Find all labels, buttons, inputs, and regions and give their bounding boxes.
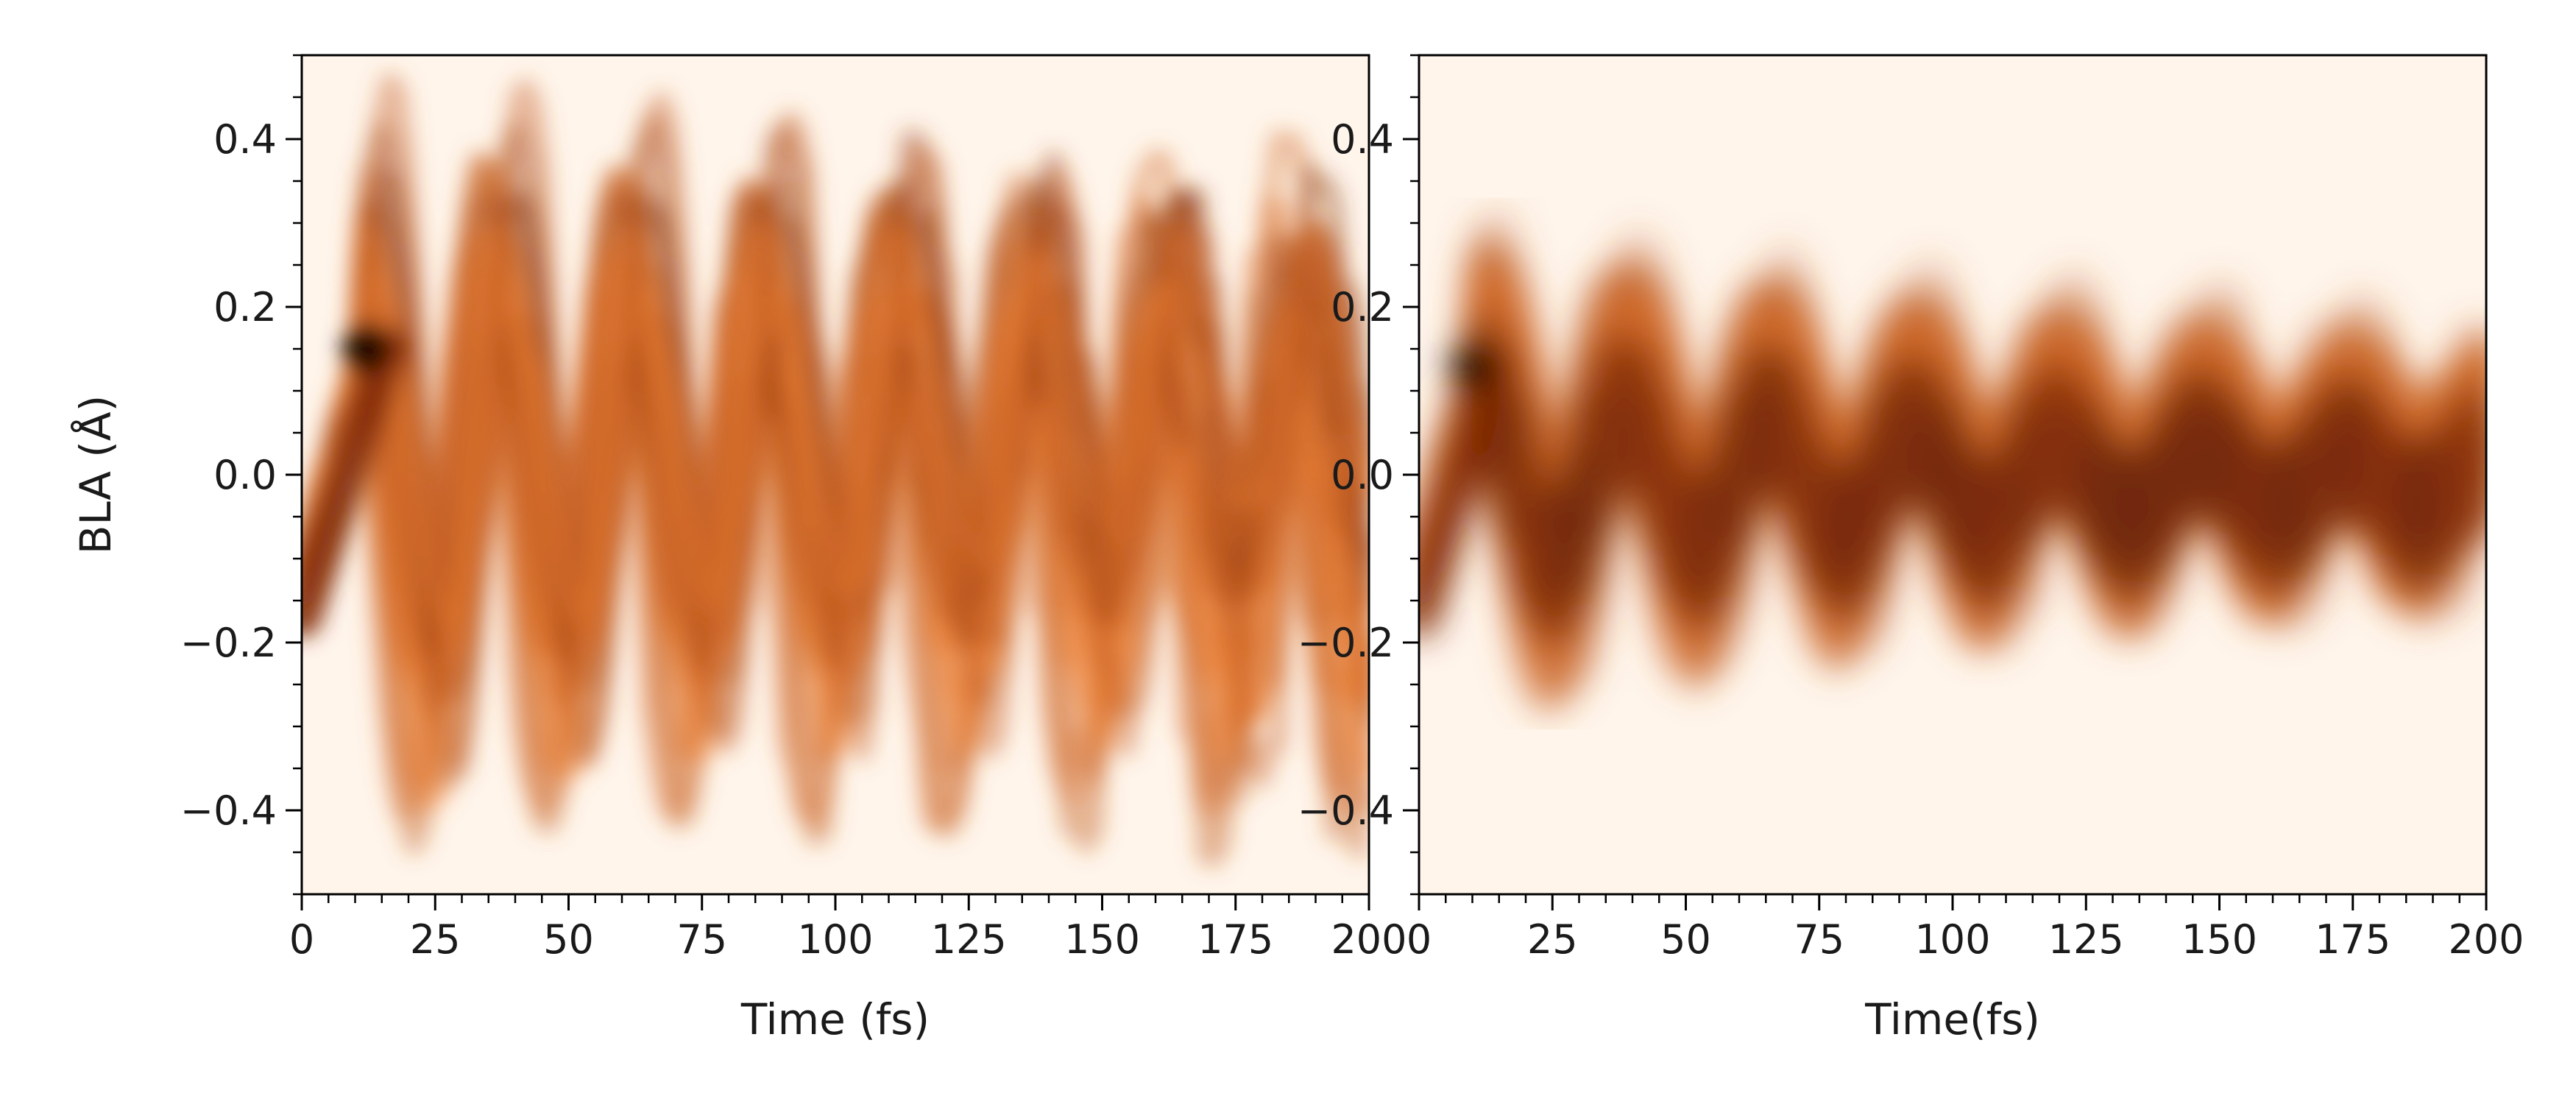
right-x-tick-label: 125 xyxy=(2048,916,2124,963)
right-x-tick-label: 0 xyxy=(1406,916,1432,963)
left-x-tick-label: 200 xyxy=(1331,916,1406,963)
left-x-tick-label: 125 xyxy=(931,916,1007,963)
left-x-tick-label: 0 xyxy=(289,916,314,963)
right-y-tick-label: 0.0 xyxy=(1331,452,1394,498)
left-y-tick-label: −0.2 xyxy=(180,620,277,666)
left-trajectory-band xyxy=(302,219,1369,813)
left-axes: 0 25 50 75 100 125 150 175 200 −0.4 −0.2 0.0 0.2 0.4 xyxy=(180,54,1407,963)
right-initial-ridge xyxy=(1419,345,1514,638)
left-density-peak xyxy=(341,324,391,374)
right-y-tick-label: −0.4 xyxy=(1298,788,1394,834)
right-x-tick-label: 50 xyxy=(1660,916,1711,963)
left-y-axis-label: BLA (Å) xyxy=(70,395,121,554)
right-x-tick-label: 25 xyxy=(1527,916,1578,963)
right-heatmap-panel: 0 25 50 75 100 125 150 175 200−0.4−0.20.00.20.4 … xyxy=(1298,54,2524,1044)
right-density-field xyxy=(1419,206,2486,719)
right-axes: 0 25 50 75 100 125 150 175 200 −0.4 −0.2 0.0 0.2 0.4 xyxy=(1298,54,2524,963)
right-x-tick-label: 175 xyxy=(2315,916,2391,963)
left-trajectory-band xyxy=(302,72,1369,788)
left-density-field xyxy=(302,72,1369,868)
right-y-tick-label: 0.2 xyxy=(1331,284,1394,330)
left-y-tick-label: −0.4 xyxy=(180,788,277,834)
right-x-tick-label: 150 xyxy=(2182,916,2257,963)
left-density-layer xyxy=(302,72,1369,868)
left-initial-ridge xyxy=(302,328,408,638)
left-x-tick-label: 25 xyxy=(410,916,461,963)
left-x-tick-label: 50 xyxy=(543,916,594,963)
right-y-tick-label: −0.2 xyxy=(1298,620,1394,666)
left-y-tick-label: 0.0 xyxy=(213,452,277,498)
left-x-tick-label: 175 xyxy=(1197,916,1273,963)
right-density-layer xyxy=(1419,206,2486,719)
left-x-tick-label: 100 xyxy=(797,916,873,963)
right-x-axis-label: Time(fs) xyxy=(1864,994,2040,1044)
right-x-tick-label: 75 xyxy=(1794,916,1844,963)
right-density-core xyxy=(2446,378,2486,541)
right-x-tick-label: 200 xyxy=(2448,916,2524,963)
left-x-tick-label: 75 xyxy=(676,916,727,963)
right-y-tick-label: 0.4 xyxy=(1331,116,1394,163)
left-heatmap-panel: 0 25 50 75 100 125 150 175 200−0.4−0.20.00.20.4 … xyxy=(70,54,1407,1044)
right-x-tick-label: 100 xyxy=(1914,916,1990,963)
left-y-tick-label: 0.2 xyxy=(213,284,277,330)
right-density-peak xyxy=(1447,340,1498,391)
left-x-tick-label: 150 xyxy=(1064,916,1140,963)
left-y-tick-label: 0.4 xyxy=(213,116,277,163)
left-x-axis-label: Time (fs) xyxy=(740,994,930,1044)
